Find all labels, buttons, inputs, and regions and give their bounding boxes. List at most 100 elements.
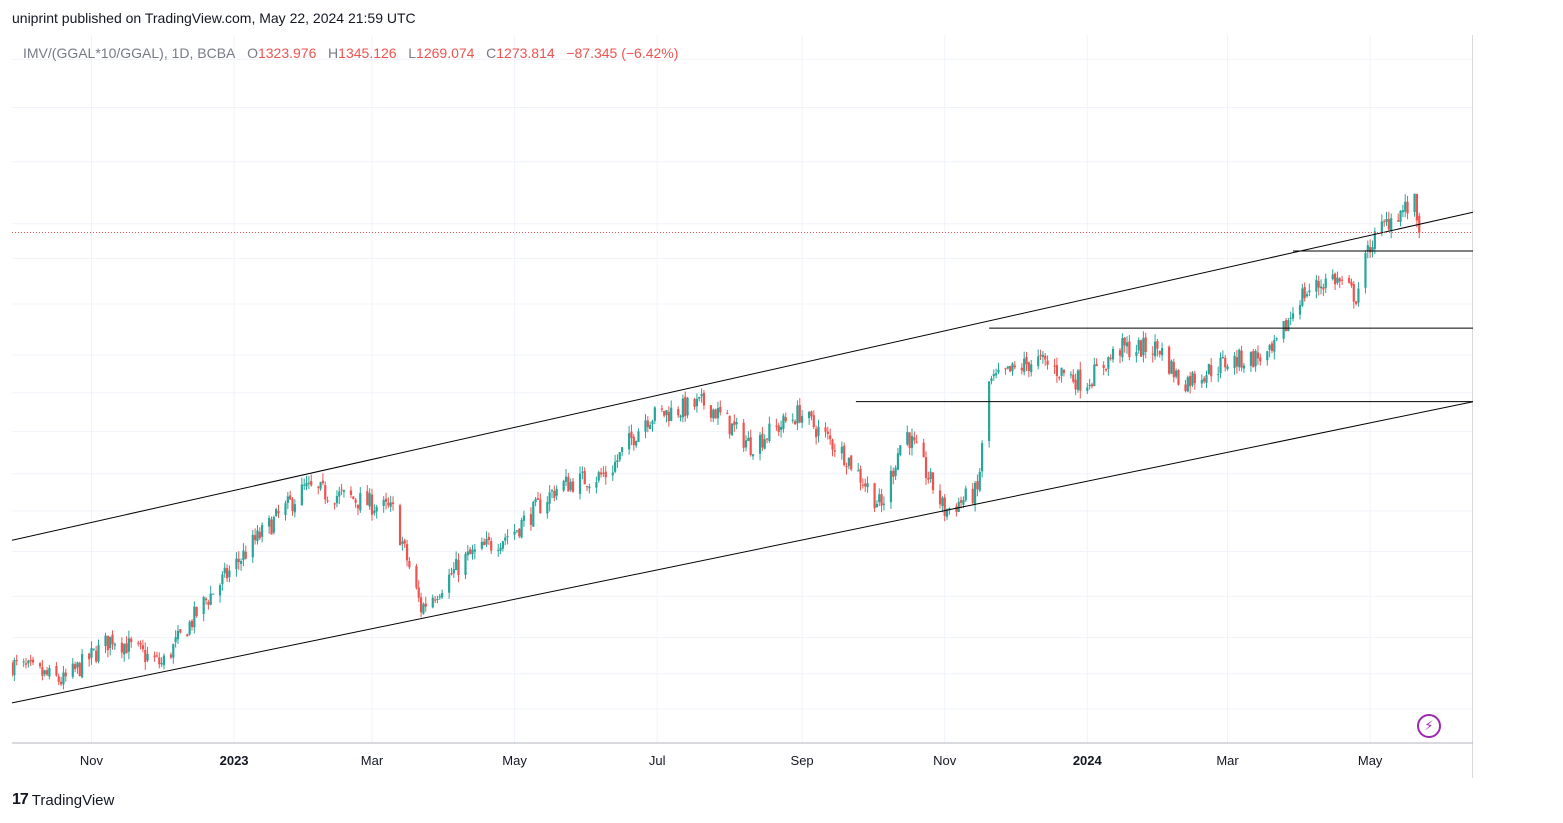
candle-body — [1399, 210, 1402, 222]
candle-body — [791, 419, 794, 421]
symbol-name[interactable]: IMV/(GGAL*10/GGAL), 1D, BCBA — [23, 45, 236, 61]
candle-body — [326, 500, 329, 502]
candle-body — [391, 502, 395, 505]
candle-body — [1340, 279, 1344, 281]
candle-body — [342, 490, 346, 492]
candle-body — [469, 549, 472, 555]
candle-body — [284, 503, 287, 515]
candle-body — [520, 519, 523, 538]
candle-body — [403, 540, 406, 544]
candle-body — [1254, 350, 1257, 367]
price-chart[interactable]: 1900.0001700.0001500.0001300.0001200.000… — [12, 35, 1473, 778]
publisher-line: uniprint published on TradingView.com, M… — [12, 10, 416, 26]
candle-body — [1387, 219, 1390, 230]
candle-body — [450, 573, 453, 575]
candle-body — [597, 472, 600, 481]
candle-body — [368, 493, 371, 507]
candle-body — [1079, 369, 1082, 391]
candle-body — [859, 468, 862, 483]
candle-body — [1390, 218, 1393, 232]
candle-body — [815, 428, 818, 438]
candle-body — [793, 421, 797, 425]
candle-body — [1123, 337, 1126, 346]
candle-body — [992, 374, 995, 377]
candle-body — [228, 570, 231, 578]
candle-body — [910, 435, 914, 448]
candle-body — [45, 670, 49, 675]
candle-body — [1282, 321, 1285, 339]
candle-body — [286, 496, 289, 504]
candle-body — [1189, 375, 1192, 387]
candle-body — [581, 471, 584, 473]
candle-body — [471, 549, 474, 555]
candle-body — [812, 415, 815, 428]
alert-bolt-icon[interactable]: ⚡ — [1417, 714, 1441, 738]
candle-body — [632, 436, 635, 446]
candle-body — [1401, 210, 1404, 213]
candle-body — [733, 421, 736, 426]
candle-body — [824, 427, 827, 432]
candle-body — [382, 500, 385, 506]
candle-body — [1095, 363, 1098, 367]
candle-body — [335, 495, 339, 504]
candle-body — [239, 560, 243, 564]
candle-body — [990, 378, 993, 382]
x-tick-label: May — [1358, 753, 1383, 768]
candle-body — [894, 467, 897, 476]
candle-body — [569, 481, 572, 491]
candle-body — [1364, 253, 1367, 288]
candle-body — [57, 676, 60, 682]
candle-body — [340, 489, 343, 491]
candle-body — [1355, 301, 1358, 304]
candle-body — [768, 423, 771, 441]
candle-body — [1090, 384, 1094, 387]
candle-body — [1128, 341, 1131, 358]
candle-body — [670, 407, 673, 421]
trend-line-channel-lower — [12, 401, 1473, 704]
x-tick-label: Nov — [80, 753, 104, 768]
candle-body — [1369, 246, 1372, 253]
candle-body — [709, 405, 713, 418]
candle-body — [1125, 342, 1129, 347]
x-tick-label: Sep — [791, 753, 814, 768]
candle-body — [158, 657, 161, 665]
candle-body — [97, 644, 100, 662]
candle-body — [172, 644, 175, 658]
candle-body — [562, 481, 565, 491]
candle-body — [679, 415, 682, 418]
candle-body — [1060, 367, 1063, 376]
candle-body — [913, 437, 916, 441]
candle-body — [352, 496, 355, 499]
candle-body — [417, 587, 420, 598]
candle-body — [242, 550, 245, 560]
candle-body — [1104, 368, 1108, 371]
candle-body — [354, 499, 357, 503]
candle-body — [81, 654, 84, 678]
candle-body — [948, 508, 951, 510]
candle-body — [653, 407, 656, 421]
candle-body — [1069, 374, 1073, 376]
candle-body — [480, 541, 483, 549]
candle-body — [408, 560, 411, 568]
candle-body — [681, 398, 684, 418]
close-label: C — [486, 45, 497, 61]
candle-body — [1333, 273, 1337, 285]
candle-body — [218, 585, 222, 596]
candle-body — [850, 455, 853, 470]
candle-body — [244, 551, 247, 559]
candle-body — [1235, 357, 1239, 367]
candle-body — [186, 634, 189, 637]
candle-body — [616, 460, 619, 463]
tradingview-logo[interactable]: 17 TradingView — [12, 791, 114, 809]
candle-body — [583, 470, 586, 485]
candle-body — [31, 659, 35, 663]
candle-body — [1186, 377, 1189, 392]
candle-body — [111, 634, 114, 645]
candle-body — [1291, 313, 1295, 319]
candle-body — [1200, 379, 1203, 384]
candle-body — [649, 424, 652, 429]
candle-body — [550, 490, 554, 492]
candle-body — [663, 410, 666, 416]
candle-body — [1301, 288, 1304, 306]
candle-body — [55, 666, 58, 676]
